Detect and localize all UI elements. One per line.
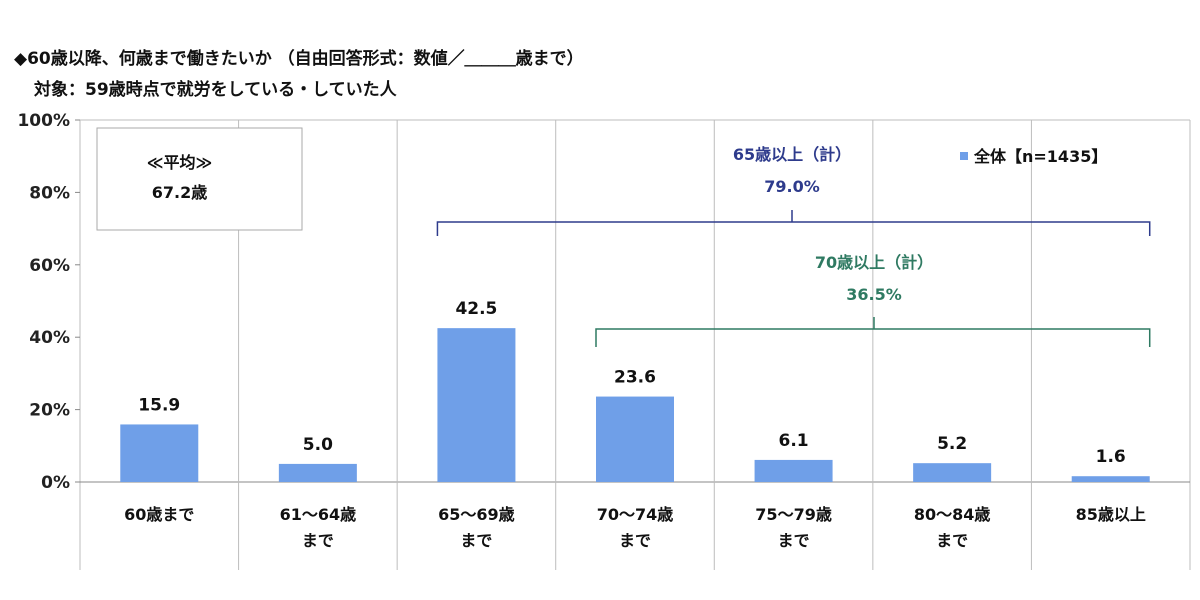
bar (596, 396, 674, 482)
x-category-label: 75〜79歳 (755, 505, 832, 524)
x-category-label: 85歳以上 (1076, 505, 1146, 524)
y-tick-label: 40% (29, 328, 70, 348)
x-category-label: まで (302, 531, 334, 550)
bar (913, 463, 992, 482)
x-category-label: まで (619, 531, 651, 550)
y-tick-label: 60% (29, 256, 70, 276)
bar-value-label: 15.9 (138, 395, 180, 415)
x-category-label: 70〜74歳 (597, 505, 674, 524)
x-category-label: まで (936, 531, 968, 550)
bracket-value: 79.0% (764, 177, 820, 196)
average-box (96, 127, 303, 231)
y-tick-label: 80% (29, 183, 70, 203)
range-bracket (436, 221, 1151, 236)
bar (120, 424, 199, 482)
average-label: ≪平均≫ (147, 153, 213, 172)
bracket-value: 36.5% (846, 285, 902, 304)
bar (278, 463, 357, 482)
bar (1071, 476, 1150, 482)
x-category-label: 60歳まで (124, 505, 194, 524)
bar-value-label: 42.5 (455, 299, 497, 319)
average-value: 67.2歳 (152, 183, 207, 202)
range-bracket (595, 328, 1151, 347)
x-category-label: 61〜64歳 (280, 505, 357, 524)
bracket-label: 70歳以上（計） (815, 253, 933, 272)
x-category-label: まで (778, 531, 810, 550)
bracket-label: 65歳以上（計） (733, 145, 851, 164)
x-category-label: 65〜69歳 (438, 505, 515, 524)
y-tick-label: 100% (17, 111, 70, 131)
legend-marker-icon (960, 152, 968, 160)
y-tick-label: 20% (29, 401, 70, 421)
bar-value-label: 6.1 (779, 431, 809, 451)
chart-subtitle: 対象：59歳時点で就労をしている・していた人 (34, 80, 397, 100)
chart-title: ◆60歳以降、何歳まで働きたいか （自由回答形式：数値／＿＿＿歳まで） (14, 49, 584, 69)
legend-label: 全体【n=1435】 (973, 147, 1107, 166)
bar (437, 328, 516, 482)
chart-title-block: ◆60歳以降、何歳まで働きたいか （自由回答形式：数値／＿＿＿歳まで） 対象：5… (14, 44, 584, 100)
bar-value-label: 23.6 (614, 368, 656, 388)
bar-value-label: 5.2 (937, 434, 967, 454)
x-category-label: まで (460, 531, 492, 550)
bar (754, 459, 833, 482)
bar-value-label: 5.0 (303, 435, 333, 455)
x-category-label: 80〜84歳 (914, 505, 991, 524)
y-tick-label: 0% (41, 473, 70, 493)
bar-value-label: 1.6 (1096, 447, 1126, 467)
